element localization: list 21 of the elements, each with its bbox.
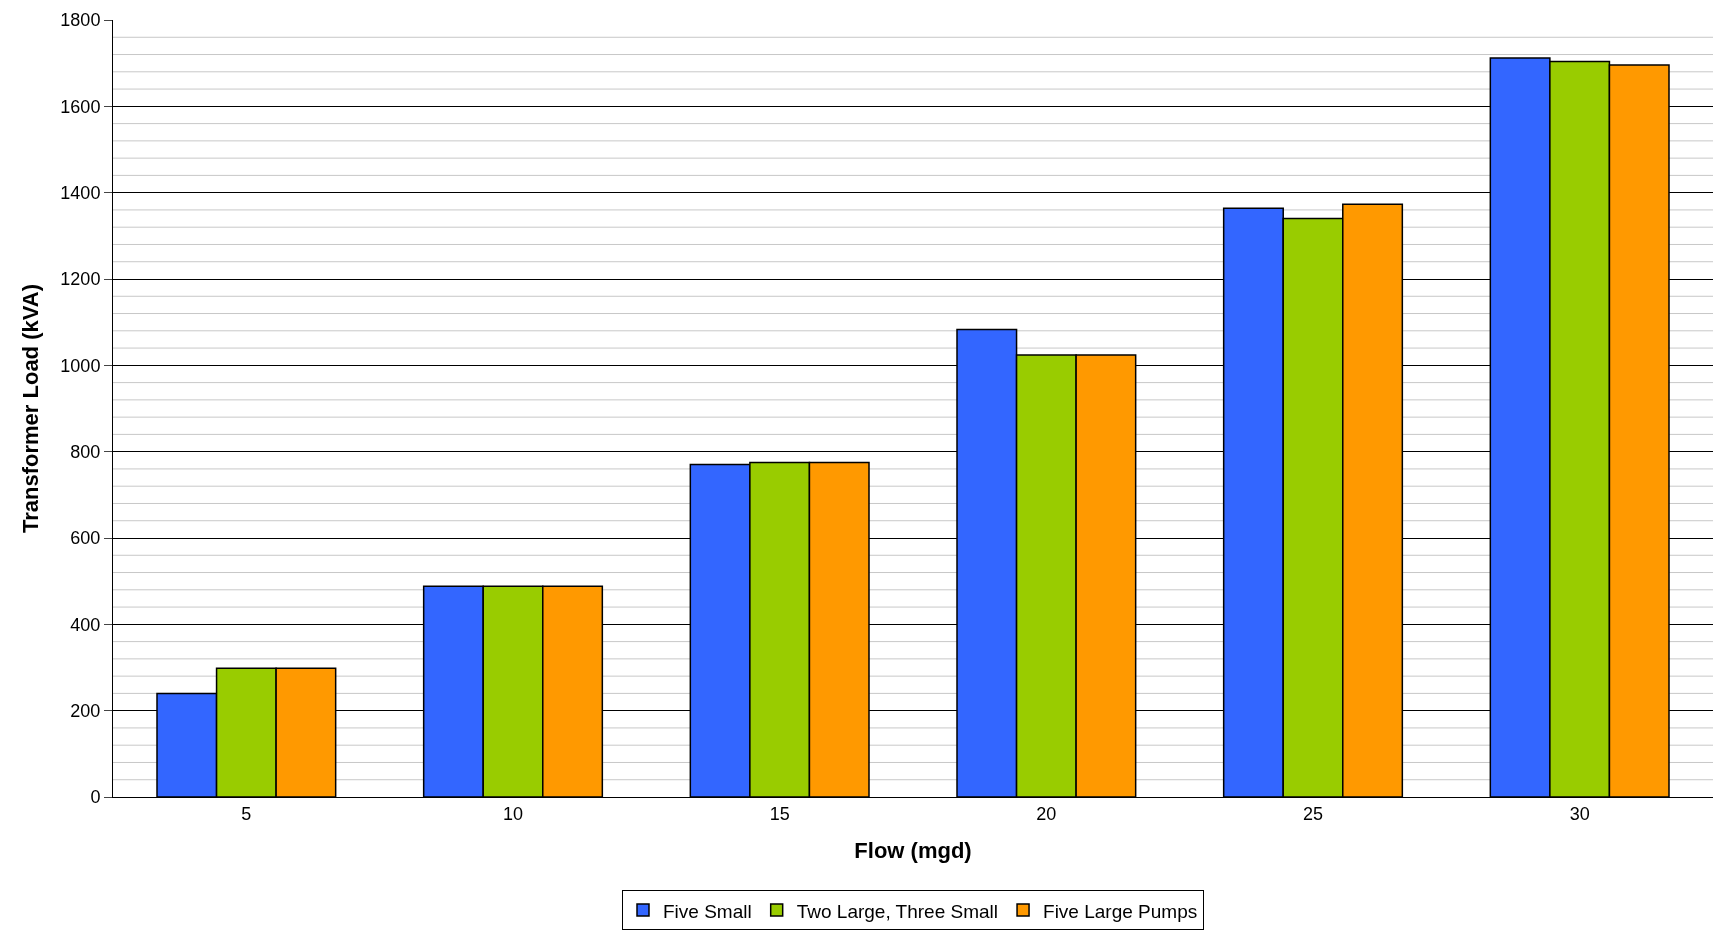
- y-axis-title: Transformer Load (kVA): [18, 284, 44, 533]
- legend-label: Two Large, Three Small: [796, 900, 999, 922]
- x-tick-label: 5: [241, 803, 252, 824]
- y-tick-label: 1000: [60, 355, 101, 376]
- y-tick-label: 0: [90, 787, 101, 808]
- y-tick-label: 800: [70, 441, 101, 462]
- x-tick-label: 25: [1302, 803, 1324, 824]
- y-tick-label: 200: [70, 700, 101, 721]
- y-tick-label: 1600: [60, 96, 101, 117]
- y-tick-label: 400: [70, 614, 101, 635]
- y-tick-label: 1800: [60, 10, 101, 31]
- y-tick-label: 1400: [60, 182, 101, 203]
- x-tick-label: 20: [1036, 803, 1057, 824]
- y-tick-label: 1200: [60, 269, 101, 290]
- legend-label: Five Small: [663, 900, 752, 922]
- x-tick-label: 15: [769, 803, 790, 824]
- x-axis-title: Flow (mgd): [854, 838, 972, 864]
- x-tick-label: 10: [502, 803, 524, 824]
- legend-label: Five Large Pumps: [1043, 900, 1198, 922]
- y-tick-label: 600: [70, 528, 101, 549]
- x-tick-label: 30: [1569, 803, 1590, 824]
